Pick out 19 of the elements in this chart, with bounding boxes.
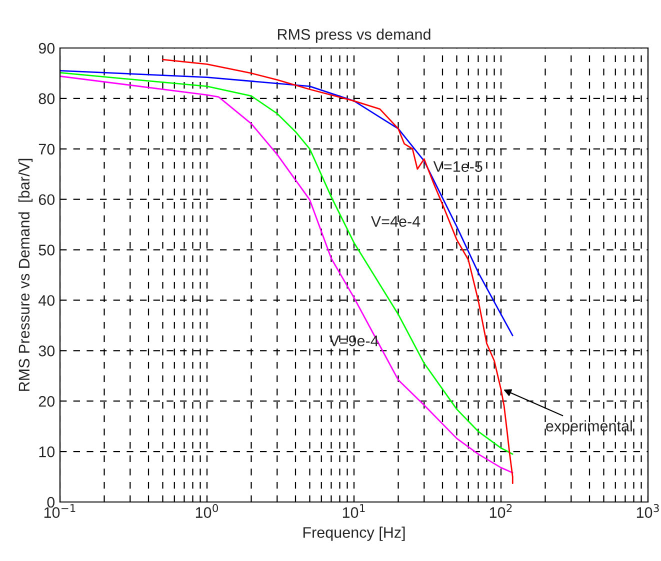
annotation: V=4e-4 [370, 216, 420, 227]
x-axis-title: Frequency [Hz] [303, 526, 405, 541]
x-tick-label: 10$^{3}$ [636, 504, 659, 518]
y-tick-label: 30 [38, 346, 55, 356]
x-tick-label: 10$^{0}$ [196, 504, 218, 518]
chart-title: RMS press vs demand [278, 28, 430, 43]
y-tick-label: 10 [39, 446, 55, 458]
y-tick-label: 50 [38, 244, 55, 256]
x-tick-label: 10$^{1}$ [342, 504, 365, 518]
y-tick-label: 20 [38, 396, 55, 407]
y-tick-label: 80 [38, 93, 55, 104]
y-tick-label: 70 [38, 144, 55, 155]
x-tick-label: 10$^{2}$ [490, 504, 512, 518]
annotation: V=1e-5 [433, 161, 482, 172]
y-tick-label: 60 [38, 194, 55, 206]
annotation: experimental [546, 420, 632, 435]
y-tick-label: 90 [38, 42, 55, 54]
y-axis-title: RMS Pressure vs Demand [bar/V] [18, 158, 33, 391]
y-tick-label: 40 [38, 295, 55, 306]
